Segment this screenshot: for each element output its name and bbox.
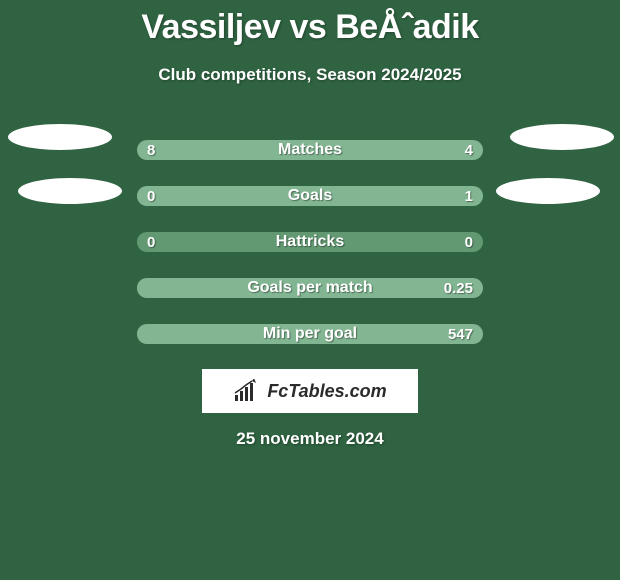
stat-bar: Min per goal547	[137, 324, 483, 344]
brand-box: FcTables.com	[202, 369, 418, 413]
stat-label: Goals per match	[137, 278, 483, 298]
stat-value-left: 8	[147, 140, 155, 160]
stat-value-right: 1	[465, 186, 473, 206]
stat-row: Min per goal547	[0, 311, 620, 357]
stat-value-right: 547	[448, 324, 473, 344]
stat-bar: Goals per match0.25	[137, 278, 483, 298]
page-title: Vassiljev vs BeÅˆadik	[0, 0, 620, 47]
brand-text: FcTables.com	[267, 381, 386, 402]
page-subtitle: Club competitions, Season 2024/2025	[0, 65, 620, 85]
stat-row: Goals per match0.25	[0, 265, 620, 311]
stats-container: Matches84Goals01Hattricks00Goals per mat…	[0, 127, 620, 357]
footer-date: 25 november 2024	[0, 429, 620, 449]
chart-icon	[233, 379, 261, 403]
stat-value-right: 0.25	[444, 278, 473, 298]
stat-bar: Goals0 1	[137, 186, 483, 206]
stat-bar: Hattricks0 0	[137, 232, 483, 252]
stat-label: Hattricks	[137, 232, 483, 252]
stat-value-left: 0	[147, 232, 155, 252]
stat-label: Min per goal	[137, 324, 483, 344]
stat-label: Goals	[137, 186, 483, 206]
stat-label: Matches	[137, 140, 483, 160]
stat-row: Matches8 4	[0, 127, 620, 173]
stat-value-right: 0	[465, 232, 473, 252]
stat-row: Hattricks0 0	[0, 219, 620, 265]
stat-value-left: 0	[147, 186, 155, 206]
stat-bar: Matches8 4	[137, 140, 483, 160]
stat-value-right: 4	[465, 140, 473, 160]
stat-row: Goals0 1	[0, 173, 620, 219]
